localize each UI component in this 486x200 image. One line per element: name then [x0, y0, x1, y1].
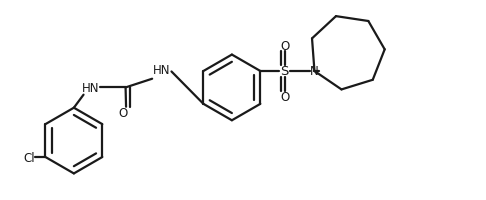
Text: O: O	[280, 40, 289, 53]
Text: O: O	[280, 90, 289, 103]
Text: S: S	[280, 65, 289, 78]
Text: O: O	[119, 107, 128, 119]
Text: N: N	[310, 65, 319, 78]
Text: HN: HN	[82, 82, 100, 94]
Text: Cl: Cl	[23, 151, 35, 164]
Text: HN: HN	[153, 63, 171, 76]
